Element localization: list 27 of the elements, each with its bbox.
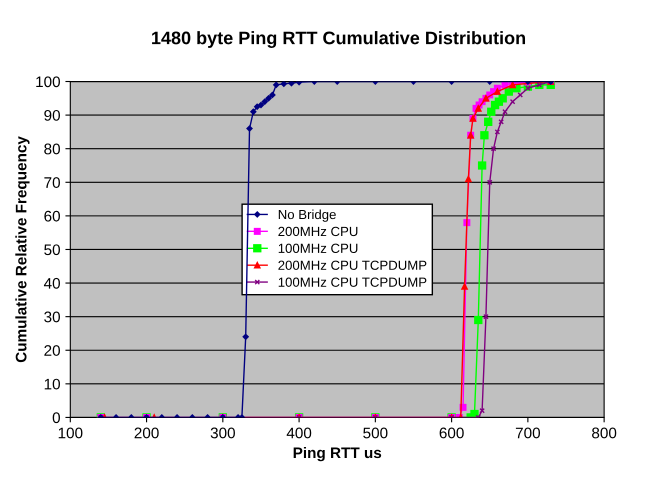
y-tick-label: 70	[44, 177, 60, 188]
x-tick-label: 300	[210, 428, 235, 438]
y-tick-label: 10	[44, 378, 60, 390]
x-tick-label: 800	[592, 428, 616, 438]
x-tick-label: 400	[286, 428, 312, 438]
legend-label: 200MHz CPU TCPDUMP	[278, 260, 426, 270]
y-axis-title: Cumulative Relative Frequency	[15, 136, 30, 362]
legend-label: 100MHz CPU TCPDUMP	[278, 278, 426, 287]
x-tick-label: 500	[363, 428, 388, 438]
chart-title: 1480 byte Ping RTT Cumulative Distribution	[152, 31, 526, 48]
y-tick-label: 100	[36, 76, 60, 88]
y-tick-label: 30	[44, 312, 60, 322]
legend-label: 200MHz CPU	[278, 226, 358, 236]
legend-label: No Bridge	[278, 209, 336, 222]
legend-label: 100MHz CPU	[278, 244, 358, 254]
x-tick-label: 200	[134, 428, 159, 438]
x-tick-label: 600	[440, 428, 464, 438]
y-tick-label: 50	[44, 244, 60, 256]
y-tick-label: 80	[44, 144, 60, 154]
x-tick-label: 700	[516, 428, 540, 438]
y-tick-label: 0	[52, 412, 60, 424]
x-axis-title: Ping RTT us	[294, 446, 382, 462]
x-tick-label: 100	[58, 428, 82, 438]
y-tick-label: 40	[44, 278, 60, 289]
y-tick-label: 20	[44, 345, 60, 356]
y-tick-label: 90	[44, 110, 60, 121]
y-tick-label: 60	[44, 210, 60, 222]
